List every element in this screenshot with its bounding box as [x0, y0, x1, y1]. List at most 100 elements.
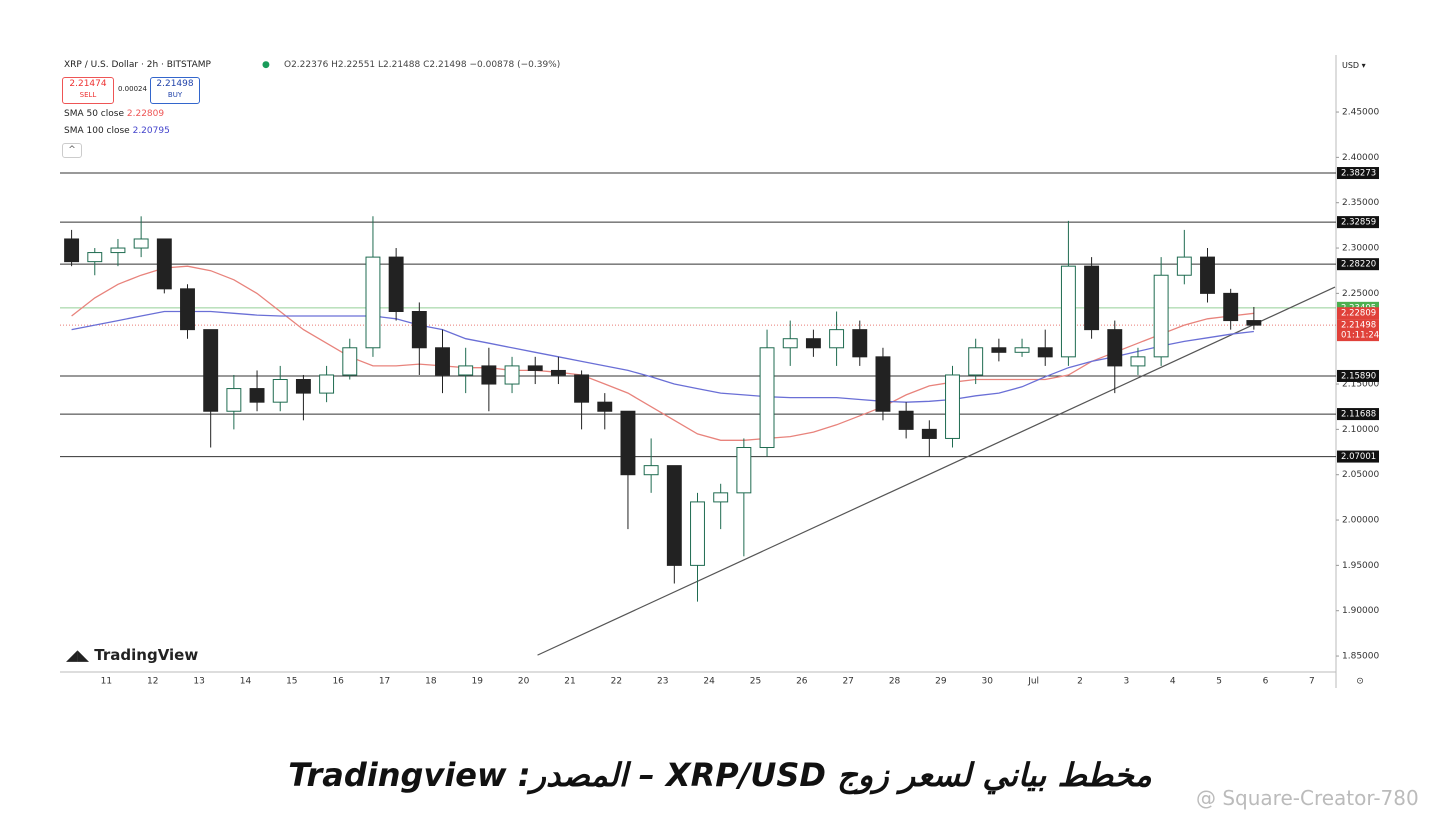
candle-body	[921, 428, 937, 439]
logo-text: TradingView	[94, 646, 199, 664]
settings-icon: ⊙	[1356, 677, 1364, 687]
candle-body	[1037, 347, 1053, 358]
candle-body	[574, 374, 590, 403]
level-tag	[1337, 450, 1379, 463]
candle-body	[991, 347, 1007, 353]
x-tick-label: 24	[703, 677, 715, 687]
candle-body	[1084, 265, 1100, 331]
y-tick-label: 1.90000	[1342, 606, 1379, 616]
x-tick-label: 23	[657, 677, 668, 687]
x-tick-label: 4	[1170, 677, 1176, 687]
candle-body	[64, 238, 80, 263]
x-tick-label: 11	[101, 677, 112, 687]
candle-body	[550, 369, 566, 376]
candle-body	[435, 347, 450, 376]
chart: 2.45000 2.40000 2.35000 2.30000 2.25000 2.150…	[60, 55, 1379, 688]
level-tag	[1337, 408, 1379, 421]
candle-body	[342, 347, 358, 376]
currency-selector[interactable]: USD ▾	[1342, 61, 1366, 70]
caption: مخطط بياني لسعر زوج XRP/USD – المصدر: Tr…	[288, 756, 1152, 794]
x-tick-label: 16	[332, 677, 344, 687]
candle-body	[875, 356, 891, 412]
candle-body	[945, 374, 960, 439]
market-dot: ●	[262, 60, 270, 70]
sma100-name: SMA 100 close	[64, 126, 130, 136]
candle-body	[1130, 356, 1146, 367]
x-tick-label: 27	[842, 677, 853, 687]
y-tick-label: 2.40000	[1342, 153, 1379, 163]
sma100-value: 2.20795	[132, 126, 170, 136]
candle-body	[1246, 320, 1262, 326]
x-tick-label: 12	[147, 677, 158, 687]
candle-body	[110, 247, 126, 254]
candle-body	[620, 410, 636, 476]
candle-body	[388, 256, 404, 313]
sma-line	[71, 265, 1254, 441]
last-price-tag	[1337, 319, 1379, 342]
candle-body	[597, 401, 613, 412]
x-tick-label: 15	[286, 677, 297, 687]
x-tick-label: 28	[889, 677, 901, 687]
candle-body	[481, 365, 497, 385]
x-tick-label: 18	[425, 677, 437, 687]
y-tick-label: 2.45000	[1342, 108, 1379, 118]
x-tick-label: 13	[193, 677, 204, 687]
x-tick-label: 26	[796, 677, 808, 687]
buy-price: 2.21498	[156, 79, 194, 89]
x-tick-label: 14	[240, 677, 252, 687]
level-tag	[1337, 258, 1379, 271]
x-tick-label: 19	[472, 677, 484, 687]
level-tag	[1337, 369, 1379, 382]
candle-body	[203, 329, 219, 412]
x-tick-label: 20	[518, 677, 530, 687]
buy-label: BUY	[167, 91, 183, 99]
x-tick-label: 7	[1309, 677, 1315, 687]
y-tick-label: 2.15000	[1342, 380, 1379, 390]
candle-body	[736, 447, 752, 494]
buy-button[interactable]: 2.21498 BUY	[150, 77, 200, 104]
sma100-label: SMA 100 close 2.20795	[64, 126, 170, 136]
candle-body	[643, 465, 659, 476]
candle-body	[1014, 347, 1030, 353]
x-tick-label: 25	[750, 677, 761, 687]
y-tick-label: 2.30000	[1342, 244, 1379, 254]
sell-price: 2.21474	[69, 79, 107, 89]
candle-body	[1176, 256, 1192, 276]
currency: USD	[1342, 61, 1360, 70]
sell-label: SELL	[79, 91, 97, 99]
candle-body	[527, 365, 543, 371]
sma50-value: 2.22809	[126, 109, 165, 119]
candle-body	[968, 347, 984, 376]
sma50-tag	[1337, 307, 1379, 320]
candle-body	[1153, 274, 1169, 358]
trendline	[537, 286, 1336, 656]
candle-body	[365, 256, 381, 349]
level-label: 2.32859	[1341, 218, 1376, 228]
candle-body	[852, 329, 868, 358]
candle-body	[156, 238, 172, 290]
candle-body	[411, 311, 427, 349]
candle-body	[690, 501, 705, 566]
symbol-title: XRP / U.S. Dollar · 2h · BITSTAMP	[64, 60, 211, 70]
x-tick-label: 30	[982, 677, 994, 687]
x-tick-label: 6	[1263, 677, 1269, 687]
x-tick-label: 3	[1123, 677, 1129, 687]
sma50-label: 2.22809	[1341, 309, 1376, 319]
candle-body	[713, 492, 729, 503]
candle-body	[272, 379, 288, 403]
logo: ◢◣ TradingView	[66, 646, 199, 664]
level-label: 2.11688	[1341, 410, 1376, 420]
x-tick-label: 2	[1077, 677, 1083, 687]
last-price-label: 2.21498	[1341, 321, 1376, 331]
y-tick-label: 2.25000	[1342, 289, 1379, 299]
level-label: 2.07001	[1341, 452, 1376, 462]
level-label: 2.38273	[1341, 169, 1376, 179]
y-tick-label: 2.05000	[1342, 470, 1379, 480]
candle-body	[805, 338, 821, 349]
x-tick-label: 17	[379, 677, 390, 687]
collapse-button[interactable]: ^	[62, 143, 82, 158]
candle-body	[504, 365, 520, 385]
sell-button[interactable]: 2.21474 SELL	[62, 77, 114, 104]
x-tick-label: 5	[1216, 677, 1222, 687]
